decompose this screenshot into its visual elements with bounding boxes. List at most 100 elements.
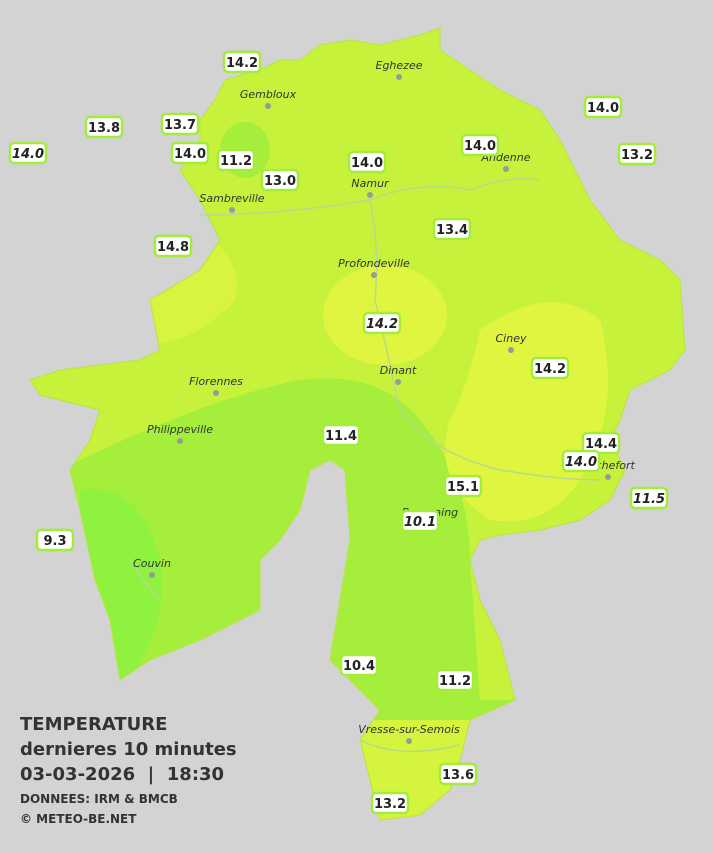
station-value: 14.0 [587, 101, 619, 116]
town-dot [149, 572, 155, 578]
station-value: 14.4 [585, 437, 617, 452]
station-value: 14.0 [464, 139, 496, 154]
town-name: Florennes [189, 375, 243, 388]
station-value: 13.7 [164, 118, 196, 133]
station-value: 14.2 [366, 317, 398, 332]
stations: 14.2 13.8 13.7 14.0 14.0 11.2 13.0 14.0 14.0 14.0… [8, 50, 669, 815]
town-name: Dinant [380, 364, 417, 377]
town-dot [371, 272, 377, 278]
town-name: Sambreville [199, 192, 264, 205]
station: 15.1 [443, 474, 483, 498]
station-value: 14.0 [174, 147, 206, 162]
station: 13.0 [260, 168, 300, 192]
station: 14.0 [583, 95, 623, 119]
station: 14.0 [561, 449, 601, 473]
station-box [321, 423, 361, 447]
station: 13.7 [160, 112, 200, 136]
station: 14.4 [581, 431, 621, 455]
station-box [222, 50, 262, 74]
station-box [84, 115, 124, 139]
station: 10.1 [400, 509, 440, 533]
station-box [443, 474, 483, 498]
station-box [362, 311, 402, 335]
station-value: 14.2 [534, 362, 566, 377]
station-value: 11.4 [325, 429, 357, 444]
town-name: Namur [351, 177, 390, 190]
station: 14.8 [153, 234, 193, 258]
station-box [432, 217, 472, 241]
town-name: Eghezee [376, 59, 423, 72]
station-value: 14.0 [351, 156, 383, 171]
station-value: 14.2 [226, 56, 258, 71]
town-dot [395, 379, 401, 385]
town-dot [177, 438, 183, 444]
town-dot [605, 474, 611, 480]
station-box [438, 762, 478, 786]
station-box [617, 142, 657, 166]
legend: TEMPERATURE dernieres 10 minutes 03-03-2… [20, 714, 237, 826]
town-dot [396, 74, 402, 80]
legend-title: TEMPERATURE [20, 714, 167, 735]
station: 11.4 [321, 423, 361, 447]
legend-subtitle: dernieres 10 minutes [20, 739, 237, 760]
town-dot [508, 347, 514, 353]
town-dot [406, 738, 412, 744]
legend-copyright: © METEO-BE.NET [20, 812, 137, 826]
station: 13.8 [84, 115, 124, 139]
town-dot [265, 103, 271, 109]
station-value: 13.2 [374, 797, 406, 812]
station-box [629, 486, 669, 510]
station: 11.2 [216, 148, 256, 172]
town-name: Vresse-sur-Semois [358, 723, 460, 736]
rivers [129, 178, 601, 753]
station: 14.0 [460, 133, 500, 157]
station-value: 13.0 [264, 174, 296, 189]
town-dot [229, 207, 235, 213]
station-value: 15.1 [447, 480, 479, 495]
station-value: 13.8 [88, 121, 120, 136]
station-box [370, 791, 410, 815]
station-value: 9.3 [43, 534, 66, 549]
station-value: 13.2 [621, 148, 653, 163]
station-box [170, 141, 210, 165]
towns: EghezeeGemblouxAndenneSambrevilleNamurPr… [133, 59, 635, 744]
station: 14.2 [530, 356, 570, 380]
station: 11.5 [629, 486, 669, 510]
legend-source: DONNEES: IRM & BMCB [20, 792, 178, 806]
station: 11.2 [435, 668, 475, 692]
station: 14.2 [362, 311, 402, 335]
station-value: 14.0 [12, 147, 44, 162]
town-name: Ciney [496, 332, 527, 345]
legend-datetime: 03-03-2026 | 18:30 [20, 764, 224, 785]
station-box [435, 668, 475, 692]
station-box [153, 234, 193, 258]
station-box [347, 150, 387, 174]
station-value: 13.6 [442, 768, 474, 783]
station: 14.0 [347, 150, 387, 174]
station-box [530, 356, 570, 380]
station-value: 10.4 [343, 659, 375, 674]
town-dot [367, 192, 373, 198]
station: 9.3 [35, 528, 75, 552]
station: 13.2 [370, 791, 410, 815]
station-box [8, 141, 48, 165]
station: 14.0 [8, 141, 48, 165]
station-value: 11.5 [633, 492, 665, 507]
station: 14.2 [222, 50, 262, 74]
station-box [460, 133, 500, 157]
station-box [561, 449, 601, 473]
town-name: Profondeville [338, 257, 410, 270]
station: 10.4 [339, 653, 379, 677]
station-box [400, 509, 440, 533]
station-box [581, 431, 621, 455]
town-name: Philippeville [147, 423, 213, 436]
station-value: 14.8 [157, 240, 189, 255]
station-box [35, 528, 75, 552]
station: 13.4 [432, 217, 472, 241]
station: 13.2 [617, 142, 657, 166]
station-box [583, 95, 623, 119]
station-value: 13.4 [436, 223, 468, 238]
station-box [160, 112, 200, 136]
